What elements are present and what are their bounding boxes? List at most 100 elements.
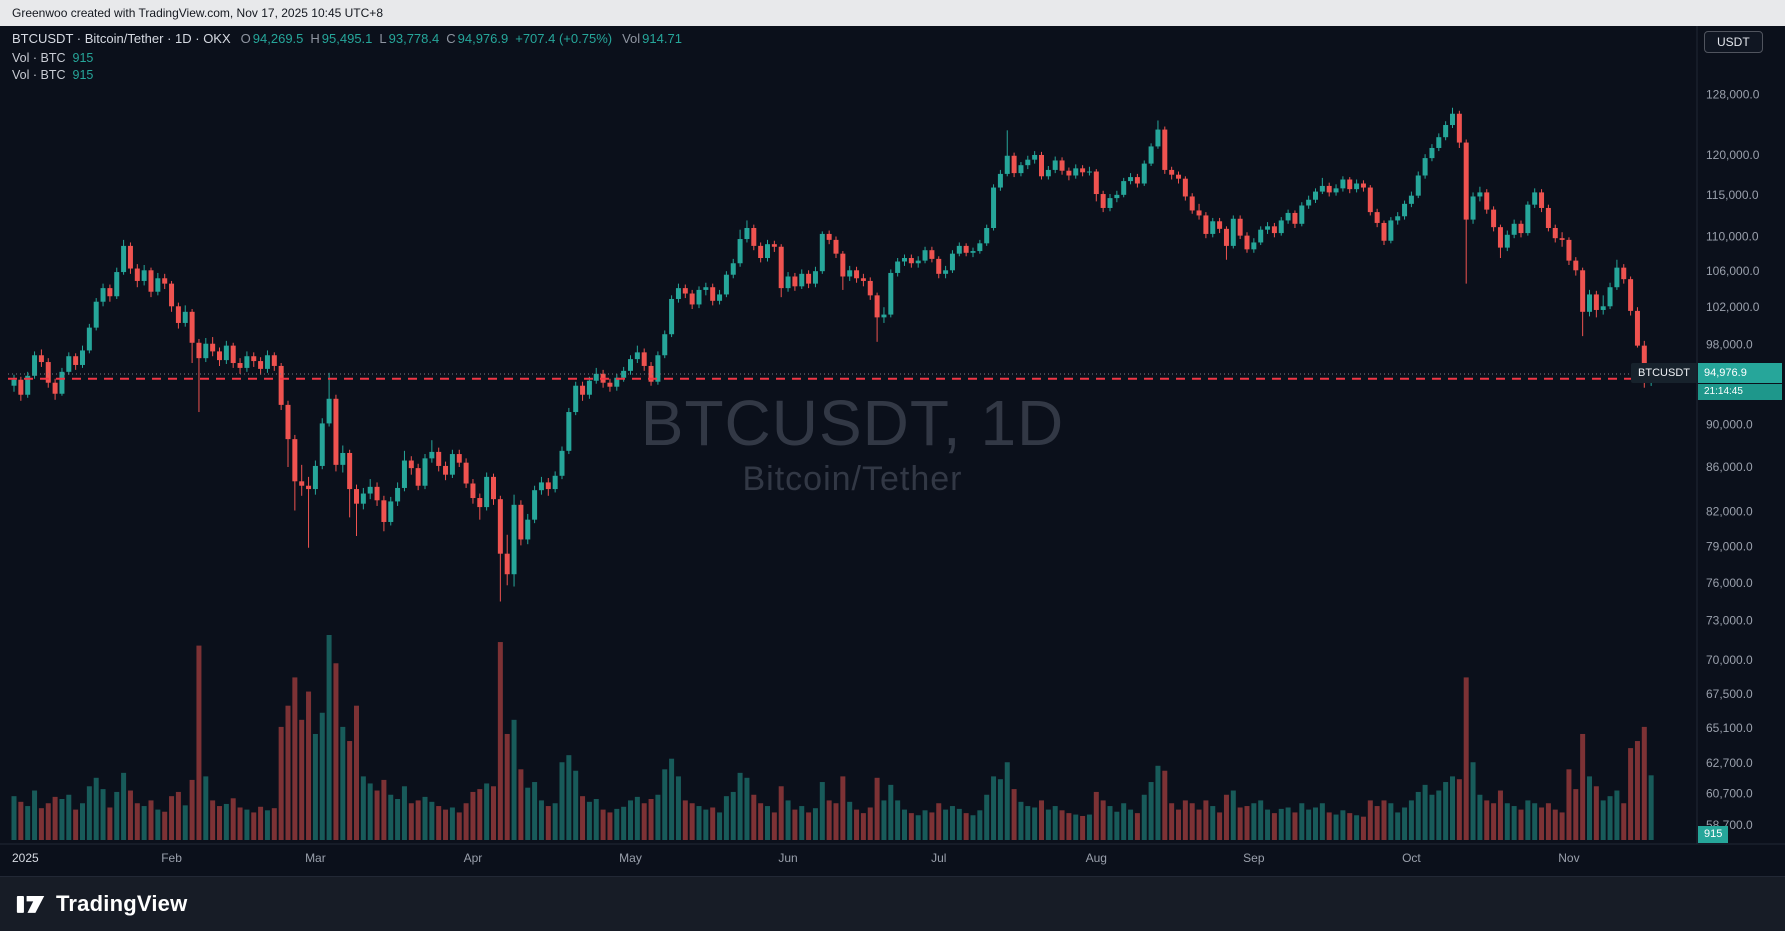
volume-readout: Vol 914.71 [622,31,682,46]
volume-bar [840,776,846,840]
candle-body [1340,179,1346,189]
candle-body [1169,169,1175,175]
indicator-row-volume-2[interactable]: Vol · BTC 915 [12,68,94,82]
candle-body [545,482,551,490]
export-info-text: Greenwoo created with TradingView.com, N… [12,6,383,20]
volume-bar [854,809,860,840]
candle-body [532,490,538,520]
price-tick-label: 70,000.0 [1706,653,1753,667]
tradingview-logo-icon[interactable] [16,889,46,919]
candle-body [1319,185,1325,192]
volume-bar [73,809,79,840]
candle-body [1073,168,1079,176]
candle-body [1593,294,1599,310]
candle-body [32,355,38,376]
candle-body [278,365,284,405]
candle-body [566,412,572,451]
candle-body [59,371,65,394]
volume-bar [127,790,133,840]
volume-bar [518,769,524,840]
candle-body [634,352,640,360]
volume-bar [59,799,65,840]
volume-bar [1114,811,1120,840]
time-tick-label: Feb [161,851,182,865]
volume-bar [559,762,565,840]
volume-bar [429,801,435,840]
volume-bar [388,794,394,840]
candle-body [984,228,990,244]
candle-body [354,489,359,504]
candle-body [299,481,305,486]
candle-body [1032,154,1038,160]
volume-bar [175,791,181,840]
candle-body [347,452,353,490]
volume-bar [915,815,921,840]
volume-bar [888,784,894,840]
candle-body [25,375,31,395]
candle-body [292,439,298,482]
ohlc-low: L 93,778.4 [379,31,440,46]
candle-body [765,244,770,259]
candle-body [134,268,140,281]
candle-body [196,342,202,359]
volume-bar [66,794,72,840]
volume-bar [977,810,983,840]
volume-bar [867,807,873,840]
candle-body [607,382,613,387]
volume-bar [908,813,914,840]
candle-body [1374,212,1380,223]
volume-bar [38,808,44,840]
candle-body [1388,220,1394,241]
volume-bar [86,786,92,840]
volume-bar [1018,801,1024,840]
volume-bar [703,809,709,840]
volume-bar [874,777,880,840]
candle-body [1429,147,1435,159]
candle-body [127,245,133,269]
volume-bar [826,800,832,840]
volume-bar [463,803,469,840]
volume-bar [1073,814,1079,840]
candle-body [1621,267,1627,280]
volume-bar [1614,790,1620,840]
candle-body [1381,222,1387,241]
legend-symbol-title[interactable]: BTCUSDT · Bitcoin/Tether · 1D · OKX [12,31,231,46]
candle-body [655,355,661,382]
candle-body [778,246,784,289]
volume-bar [1258,800,1264,840]
volume-bar [847,801,853,840]
watermark-symbol: BTCUSDT, 1D [640,387,1065,459]
currency-toggle-button[interactable]: USDT [1704,31,1763,53]
volume-bar [1484,800,1490,840]
candle-body [929,250,935,259]
indicator-row-volume-1[interactable]: Vol · BTC 915 [12,51,94,65]
candle-body [251,356,257,362]
candle-body [682,288,688,294]
price-tick-label: 90,000.0 [1706,417,1753,431]
candle-body [648,365,654,382]
candle-body [785,276,791,289]
footer-bar: TradingView [0,876,1785,931]
volume-bar [100,789,106,840]
price-tick-label: 67,500.0 [1706,687,1753,701]
candle-body [504,553,510,575]
volume-bar [381,779,387,840]
candle-body [1292,212,1298,224]
tradingview-wordmark[interactable]: TradingView [56,891,188,916]
time-tick-label: Jun [778,851,797,865]
volume-bar [1580,733,1586,840]
volume-bar [634,796,640,840]
candle-body [1306,199,1312,206]
ohlc-high: H 95,495.1 [310,31,373,46]
volume-bar [107,807,113,840]
candle-body [580,385,586,395]
volume-bar [771,812,777,840]
candle-body [1422,158,1428,176]
volume-bar [360,776,366,840]
candle-body [1141,163,1147,184]
volume-bar [1587,776,1592,840]
volume-bar [264,810,270,840]
candle-body [847,270,853,277]
candle-body [244,356,250,368]
